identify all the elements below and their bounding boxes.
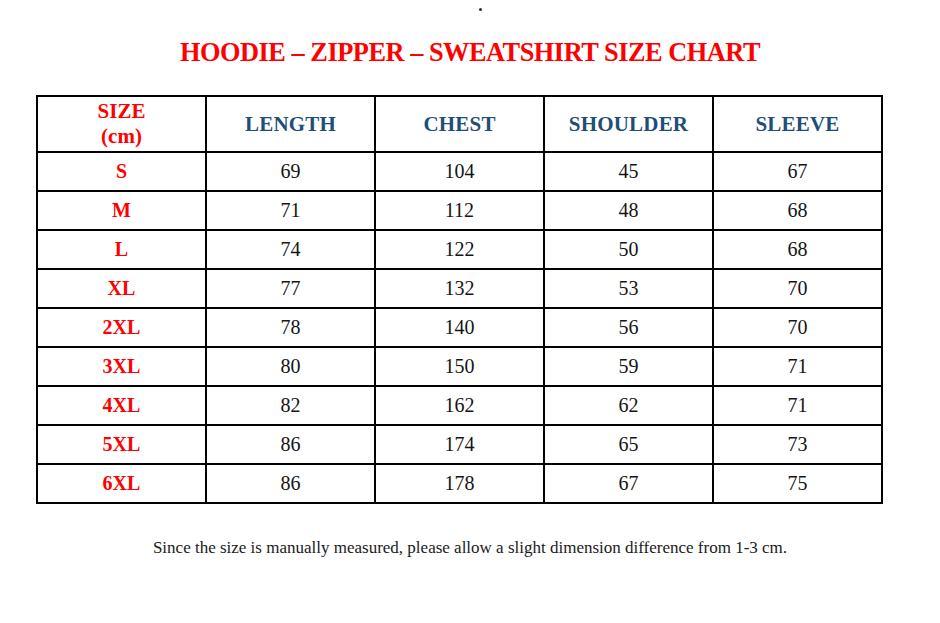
table-row-l: L 74 122 50 68 bbox=[37, 230, 882, 269]
sleeve-cell: 70 bbox=[713, 308, 882, 347]
shoulder-cell: 50 bbox=[544, 230, 713, 269]
table-row-xl: XL 77 132 53 70 bbox=[37, 269, 882, 308]
size-cell: 4XL bbox=[37, 386, 206, 425]
size-cell: M bbox=[37, 191, 206, 230]
length-cell: 86 bbox=[206, 464, 375, 503]
chest-cell: 178 bbox=[375, 464, 544, 503]
sleeve-cell: 68 bbox=[713, 230, 882, 269]
sleeve-cell: 75 bbox=[713, 464, 882, 503]
table-row-5xl: 5XL 86 174 65 73 bbox=[37, 425, 882, 464]
stray-dot bbox=[479, 8, 482, 11]
shoulder-cell: 59 bbox=[544, 347, 713, 386]
shoulder-cell: 56 bbox=[544, 308, 713, 347]
length-cell: 74 bbox=[206, 230, 375, 269]
length-cell: 71 bbox=[206, 191, 375, 230]
length-cell: 82 bbox=[206, 386, 375, 425]
size-chart-table: SIZE (cm) LENGTH CHEST SHOULDER SLEEVE S… bbox=[36, 95, 883, 504]
size-header-line2: (cm) bbox=[38, 124, 205, 149]
chest-cell: 132 bbox=[375, 269, 544, 308]
size-cell: 5XL bbox=[37, 425, 206, 464]
column-header-size: SIZE (cm) bbox=[37, 96, 206, 152]
measurement-note: Since the size is manually measured, ple… bbox=[0, 538, 940, 558]
chest-cell: 122 bbox=[375, 230, 544, 269]
sleeve-cell: 67 bbox=[713, 152, 882, 191]
length-cell: 80 bbox=[206, 347, 375, 386]
size-cell: 3XL bbox=[37, 347, 206, 386]
size-header-line1: SIZE bbox=[38, 99, 205, 124]
size-cell: L bbox=[37, 230, 206, 269]
column-header-chest: CHEST bbox=[375, 96, 544, 152]
chest-cell: 104 bbox=[375, 152, 544, 191]
column-header-length: LENGTH bbox=[206, 96, 375, 152]
size-cell: 6XL bbox=[37, 464, 206, 503]
length-cell: 69 bbox=[206, 152, 375, 191]
table-row-2xl: 2XL 78 140 56 70 bbox=[37, 308, 882, 347]
chest-cell: 112 bbox=[375, 191, 544, 230]
chest-cell: 140 bbox=[375, 308, 544, 347]
sleeve-cell: 73 bbox=[713, 425, 882, 464]
sleeve-cell: 71 bbox=[713, 386, 882, 425]
page-title: HOODIE – ZIPPER – SWEATSHIRT SIZE CHART bbox=[28, 36, 912, 68]
chest-cell: 150 bbox=[375, 347, 544, 386]
column-header-sleeve: SLEEVE bbox=[713, 96, 882, 152]
sleeve-cell: 71 bbox=[713, 347, 882, 386]
table-row-3xl: 3XL 80 150 59 71 bbox=[37, 347, 882, 386]
table-row-s: S 69 104 45 67 bbox=[37, 152, 882, 191]
table-header-row: SIZE (cm) LENGTH CHEST SHOULDER SLEEVE bbox=[37, 96, 882, 152]
shoulder-cell: 65 bbox=[544, 425, 713, 464]
shoulder-cell: 48 bbox=[544, 191, 713, 230]
shoulder-cell: 62 bbox=[544, 386, 713, 425]
chest-cell: 174 bbox=[375, 425, 544, 464]
length-cell: 78 bbox=[206, 308, 375, 347]
shoulder-cell: 45 bbox=[544, 152, 713, 191]
size-cell: XL bbox=[37, 269, 206, 308]
table-row-m: M 71 112 48 68 bbox=[37, 191, 882, 230]
size-cell: S bbox=[37, 152, 206, 191]
table-row-4xl: 4XL 82 162 62 71 bbox=[37, 386, 882, 425]
size-cell: 2XL bbox=[37, 308, 206, 347]
sleeve-cell: 70 bbox=[713, 269, 882, 308]
table-row-6xl: 6XL 86 178 67 75 bbox=[37, 464, 882, 503]
shoulder-cell: 67 bbox=[544, 464, 713, 503]
chest-cell: 162 bbox=[375, 386, 544, 425]
shoulder-cell: 53 bbox=[544, 269, 713, 308]
column-header-shoulder: SHOULDER bbox=[544, 96, 713, 152]
length-cell: 77 bbox=[206, 269, 375, 308]
sleeve-cell: 68 bbox=[713, 191, 882, 230]
length-cell: 86 bbox=[206, 425, 375, 464]
